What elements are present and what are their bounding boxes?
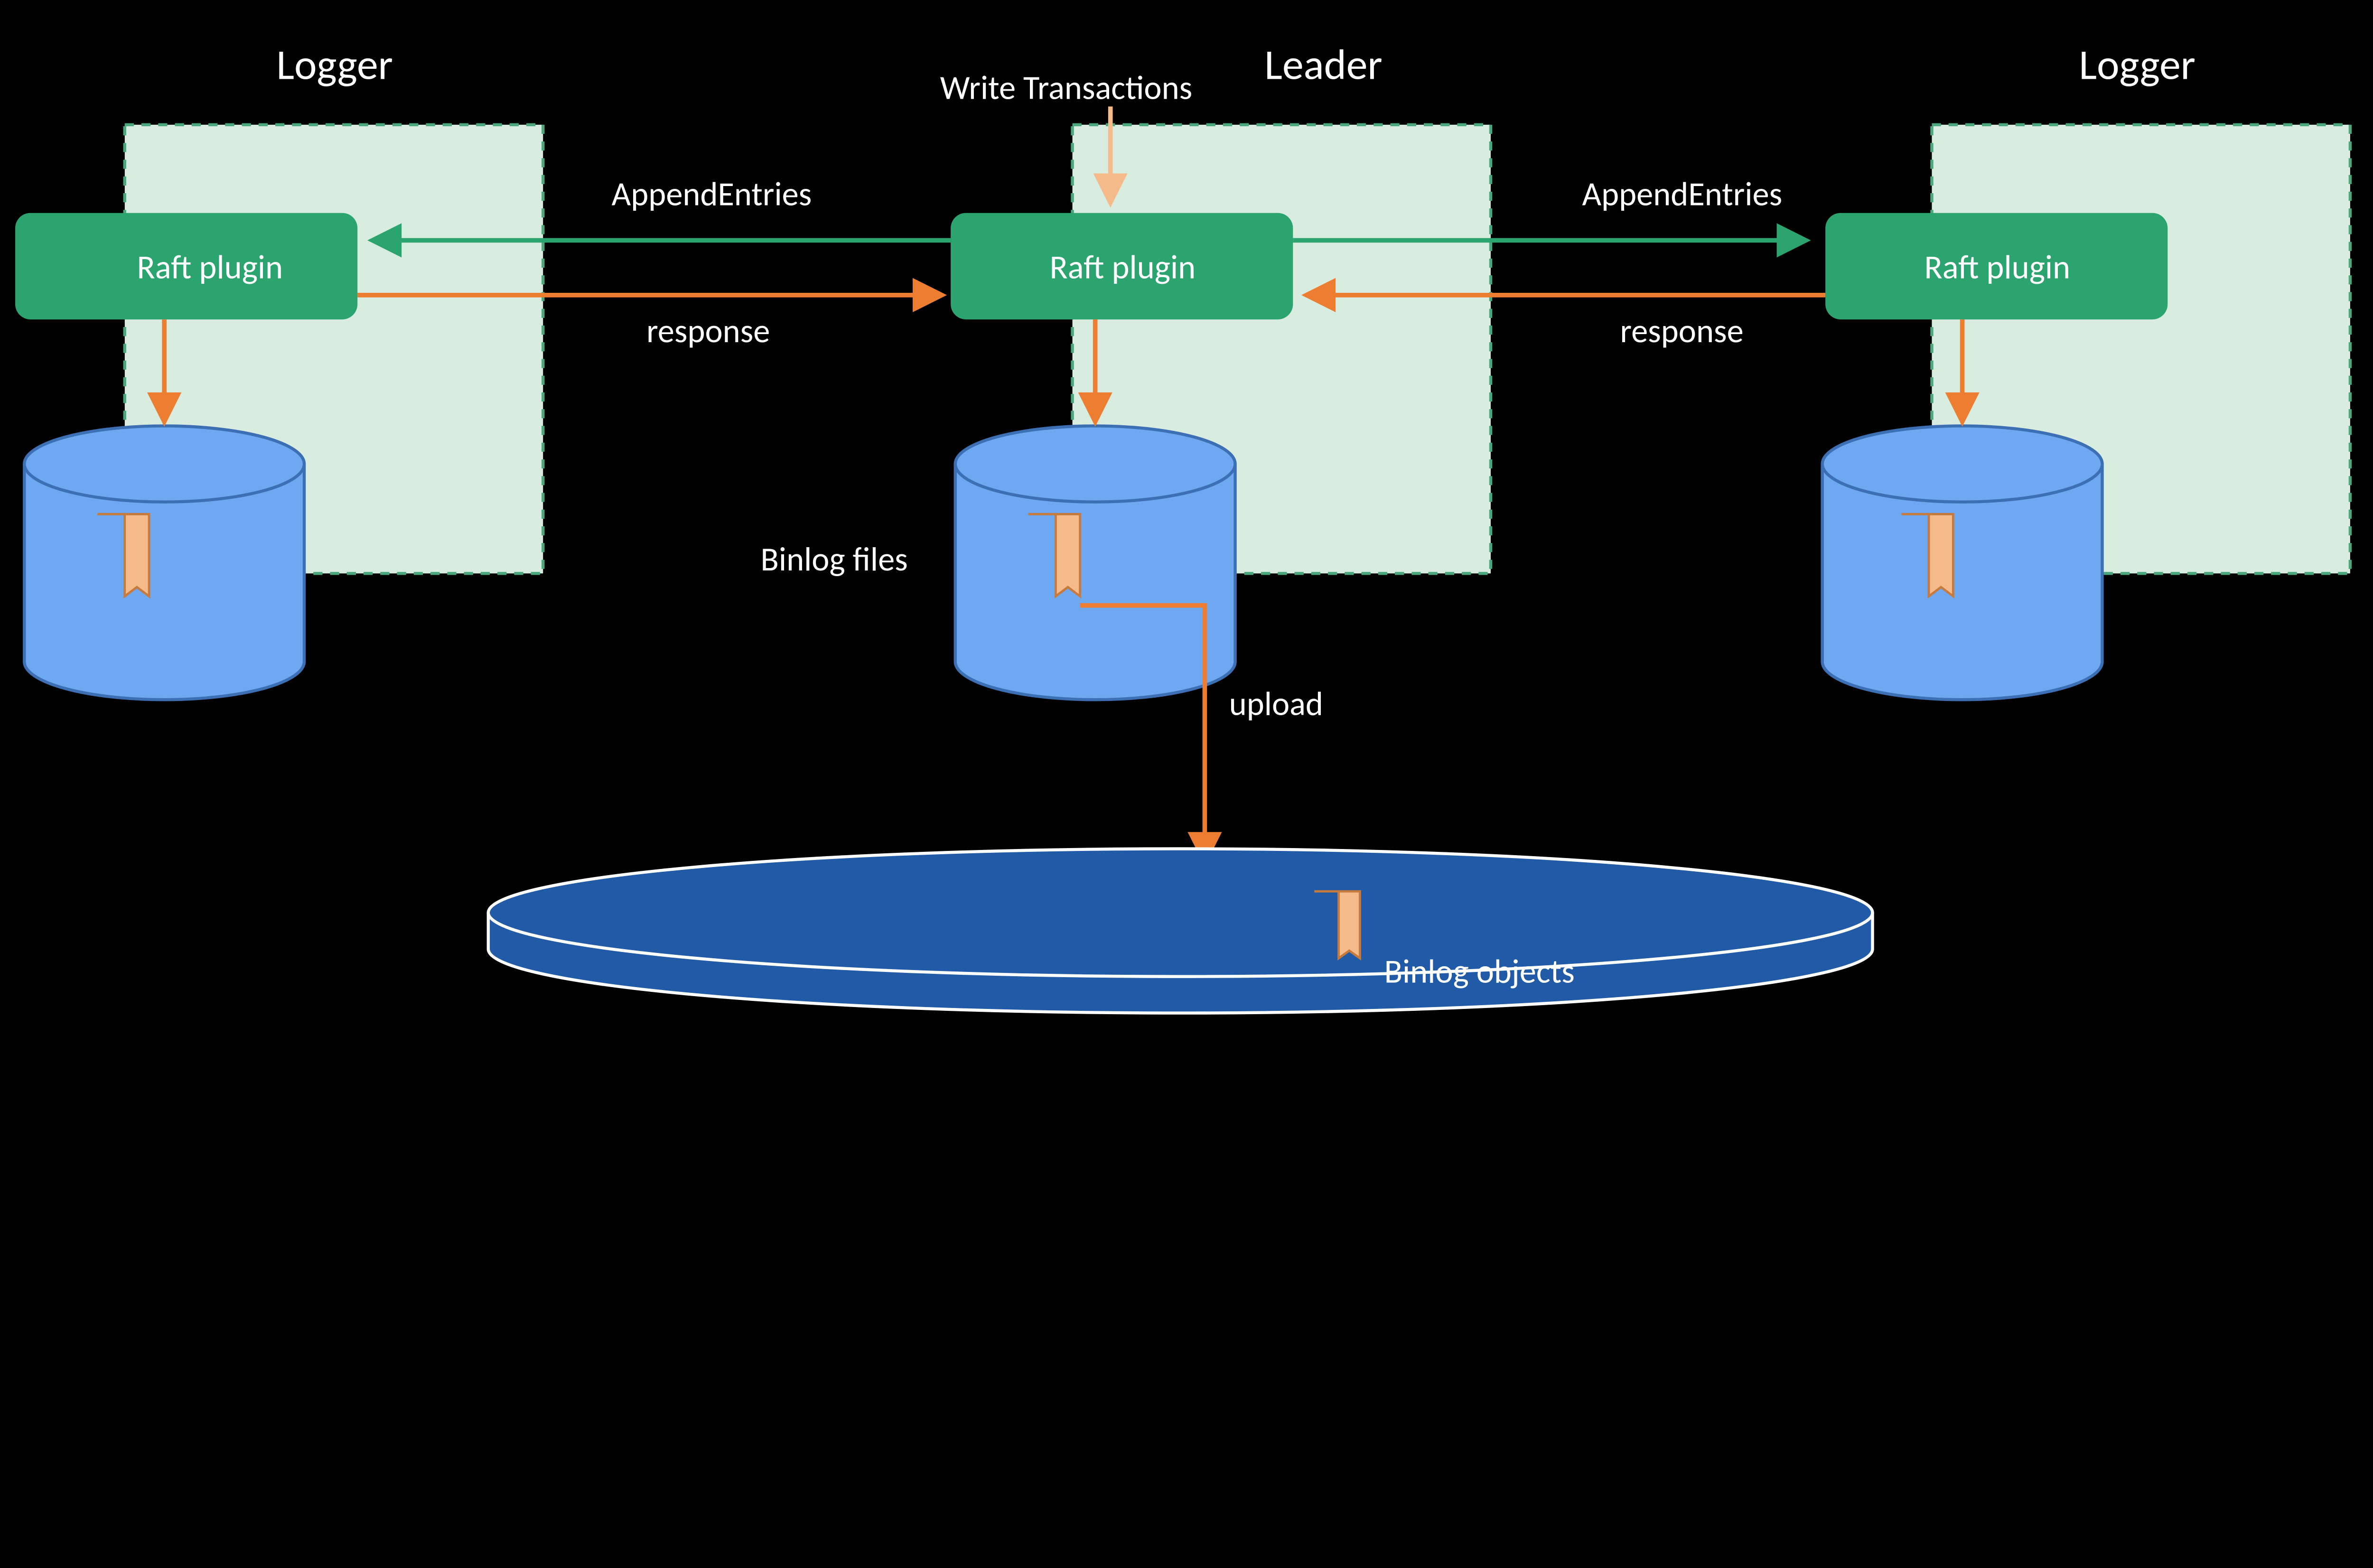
label-binlog-files: Binlog files bbox=[761, 539, 908, 579]
label-write-transactions: Write Transactions bbox=[940, 67, 1192, 108]
disk-center bbox=[955, 426, 1235, 700]
disk-right bbox=[1822, 426, 2102, 700]
label-response-right: response bbox=[1620, 310, 1743, 351]
disk-left bbox=[24, 426, 304, 700]
label-append-left: AppendEntries bbox=[611, 174, 812, 215]
label-response-left: response bbox=[646, 310, 770, 351]
title-logger-left: Logger bbox=[276, 39, 393, 91]
raft-plugin-right-label: Raft plugin bbox=[1924, 247, 2070, 288]
s3-cylinder bbox=[488, 849, 1873, 1013]
label-upload: upload bbox=[1229, 683, 1323, 724]
raft-plugin-left-label: Raft plugin bbox=[137, 247, 283, 288]
raft-plugin-center-label: Raft plugin bbox=[1050, 247, 1196, 288]
title-logger-right: Logger bbox=[2079, 39, 2195, 91]
label-append-right: AppendEntries bbox=[1582, 174, 1782, 215]
label-binlog-objects: Binlog objects bbox=[1384, 951, 1575, 992]
title-s3: S3 bbox=[1160, 1058, 1201, 1110]
title-leader: Leader bbox=[1264, 39, 1382, 91]
